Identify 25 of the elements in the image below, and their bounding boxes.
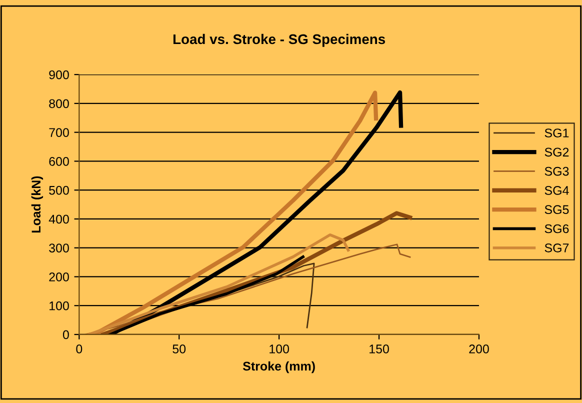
x-tick-label: 0 [76,344,82,354]
y-tick-label: 400 [48,214,69,224]
y-tick-label: 600 [49,157,69,166]
legend-label: SG6 [544,224,569,234]
legend-label: SG7 [544,243,569,252]
x-tick-label: 200 [469,344,489,354]
x-tick-label: 100 [270,344,290,354]
y-tick-label: 500 [49,186,69,195]
legend-label: SG4 [544,186,569,195]
x-tick-label: 50 [172,344,186,354]
y-tick-label: 800 [49,99,69,108]
y-tick-label: 700 [49,128,69,137]
legend-label: SG3 [544,166,569,176]
legend-label: SG5 [544,205,569,214]
legend-label: SG1 [544,128,569,138]
y-tick-label: 300 [49,244,69,252]
y-tick-label: 0 [62,330,69,340]
y-tick-label: 100 [50,301,69,310]
x-tick-label: 150 [370,344,389,354]
y-tick-label: 200 [49,272,69,282]
chart-title: Load vs. Stroke - SG Specimens [173,34,386,47]
y-tick-label: 900 [49,70,69,80]
legend-label: SG2 [544,148,569,157]
x-axis-title: Stroke (mm) [242,361,315,374]
y-axis-title: Load (kN) [31,176,44,232]
